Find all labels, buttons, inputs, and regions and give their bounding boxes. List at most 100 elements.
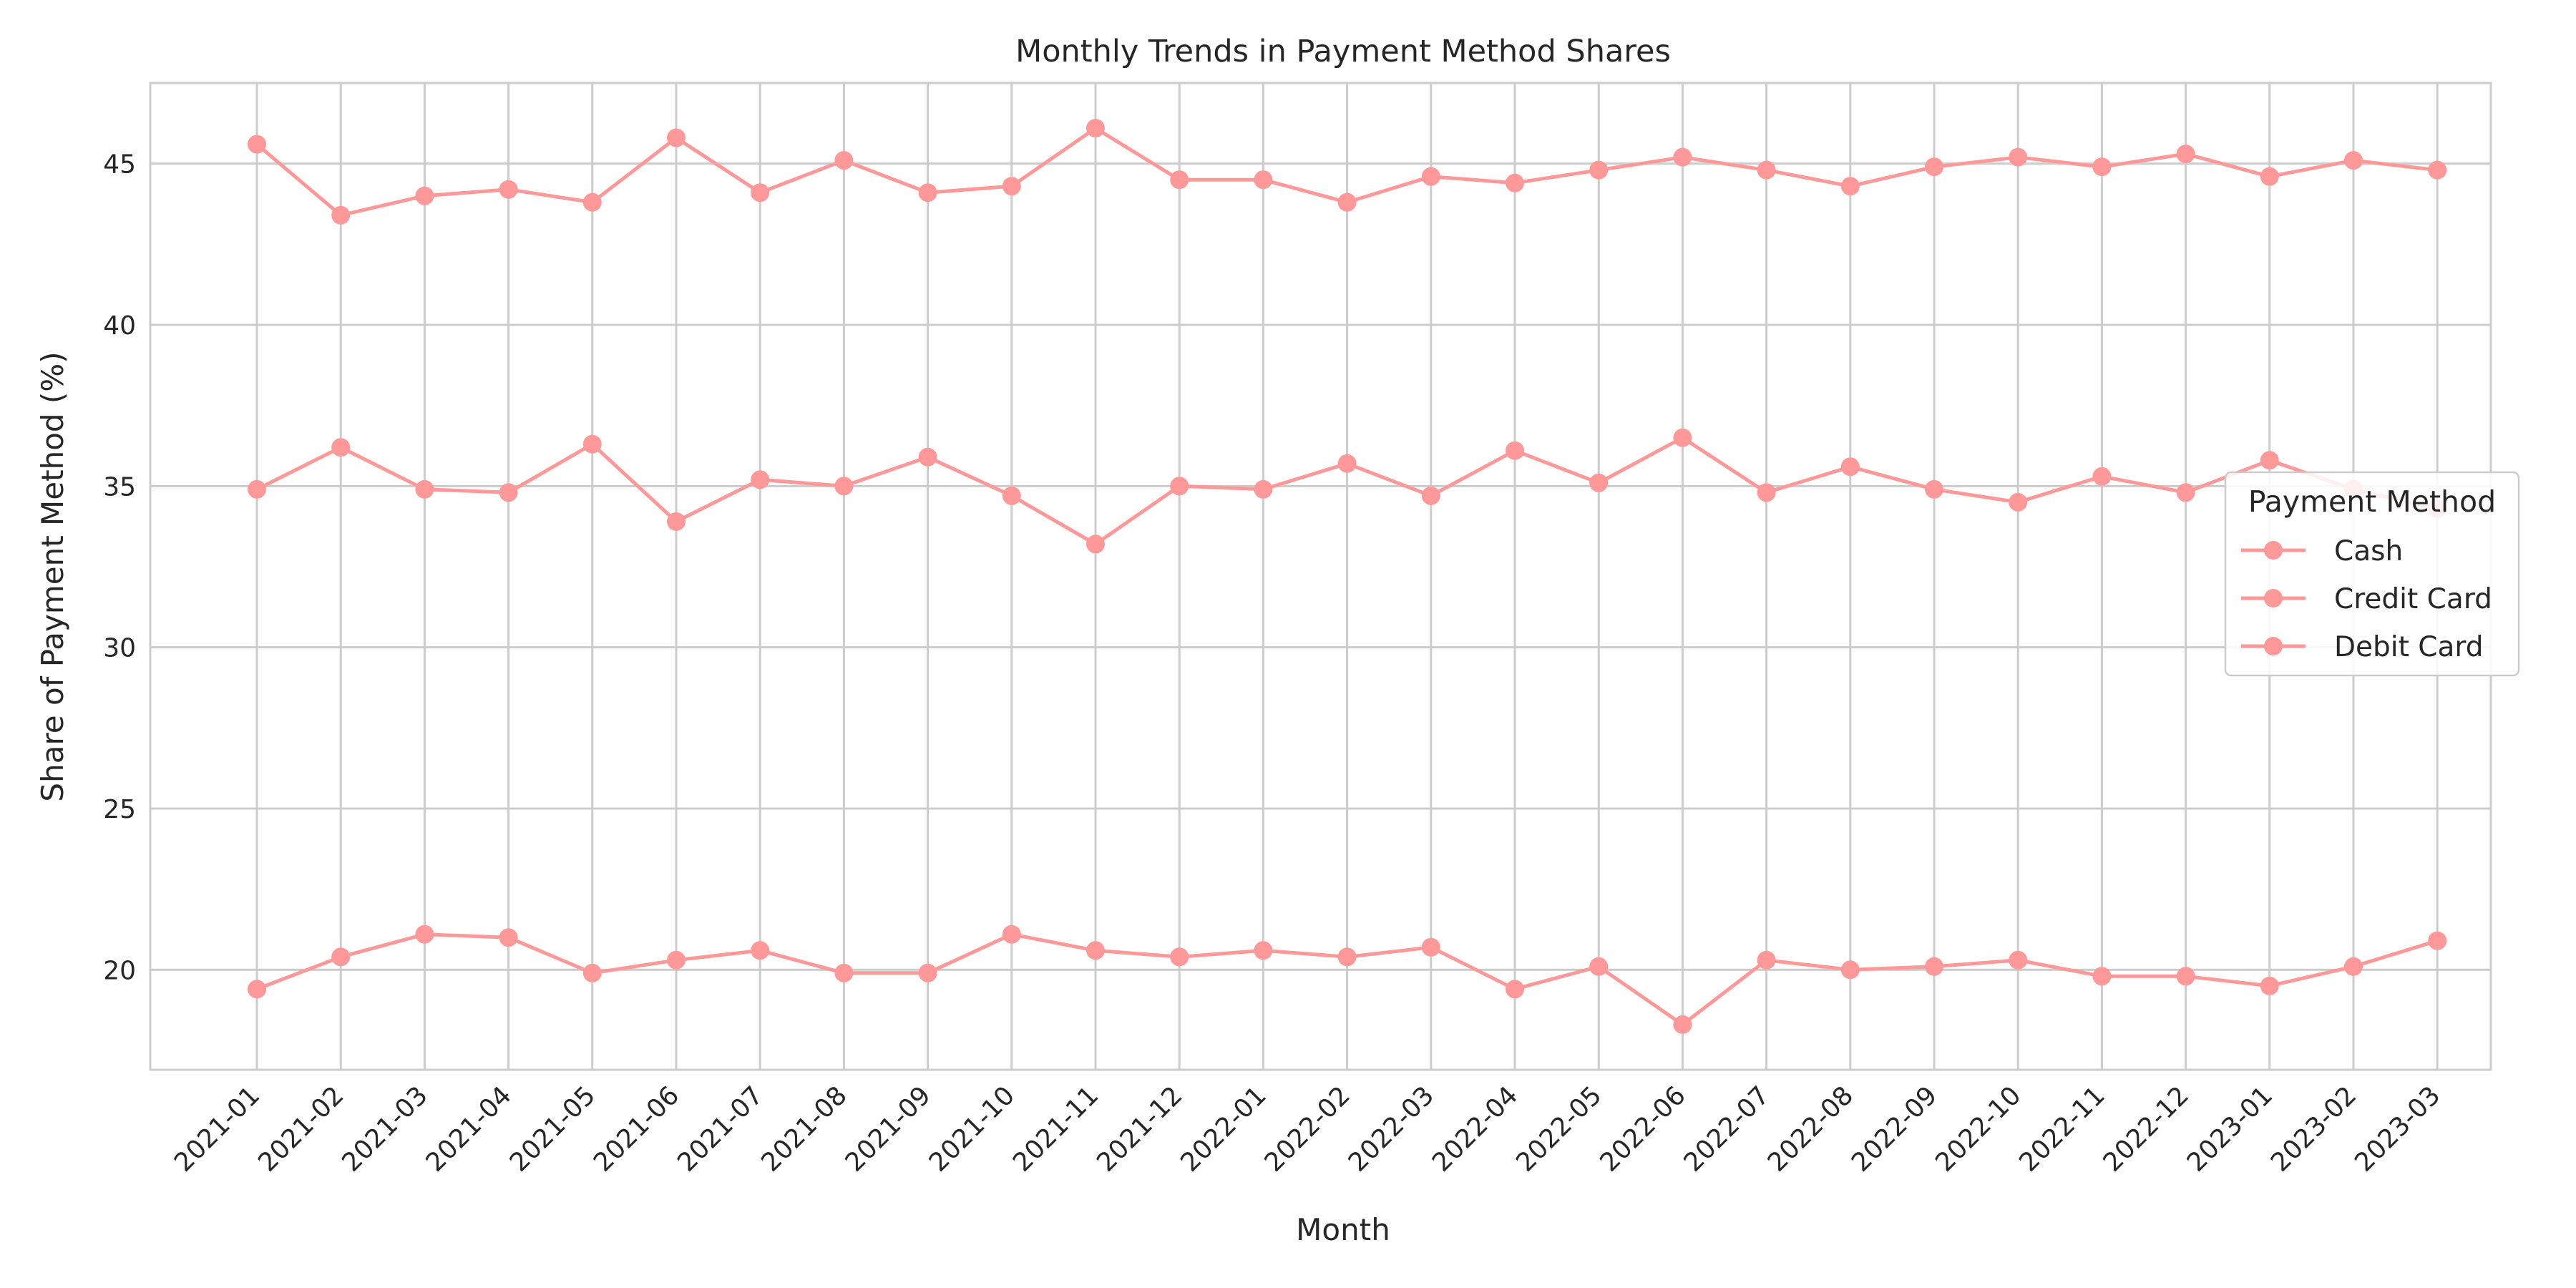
data-point [918, 183, 937, 203]
data-point [667, 950, 686, 970]
data-point [1002, 486, 1021, 505]
data-point [1589, 160, 1609, 180]
data-point [918, 447, 937, 467]
data-point [1170, 947, 1189, 967]
data-point [415, 186, 434, 205]
x-axis-title: Month [1296, 1212, 1390, 1247]
data-point [1673, 147, 1692, 167]
data-point [1757, 483, 1776, 502]
legend-marker [2264, 541, 2283, 560]
data-point [751, 941, 770, 960]
legend-entry: Debit Card [2241, 631, 2484, 663]
data-point [1337, 454, 1357, 473]
data-point [667, 128, 686, 147]
data-point [2176, 483, 2195, 502]
data-point [2260, 167, 2279, 186]
y-tick-label: 35 [103, 472, 136, 502]
legend-box [2224, 471, 2520, 677]
data-point [1673, 428, 1692, 447]
data-point [751, 183, 770, 203]
data-point [2009, 950, 2028, 970]
data-point [2428, 160, 2447, 180]
data-point [1506, 980, 1524, 999]
legend-label: Cash [2334, 535, 2403, 567]
data-point [1086, 535, 1105, 554]
data-point [499, 928, 518, 947]
legend-entry: Credit Card [2241, 583, 2492, 615]
data-point [2092, 467, 2112, 486]
data-point [1506, 173, 1524, 192]
data-point [582, 434, 602, 454]
legend-entry: Cash [2241, 535, 2403, 567]
data-point [1589, 473, 1609, 492]
data-point [1254, 479, 1273, 499]
data-point [667, 512, 686, 531]
data-point [499, 180, 518, 199]
legend-label: Credit Card [2334, 583, 2492, 615]
data-point [248, 980, 266, 999]
data-point [834, 151, 854, 170]
data-point [1925, 957, 1943, 976]
data-point [1254, 941, 1273, 960]
data-point [2260, 451, 2279, 470]
y-tick-label: 40 [103, 311, 136, 341]
data-point [415, 924, 434, 944]
y-tick-label: 20 [103, 956, 136, 985]
data-point [1002, 924, 1021, 944]
data-point [331, 205, 351, 225]
data-point [2009, 147, 2028, 167]
data-point [1421, 486, 1440, 505]
chart-title: Monthly Trends in Payment Method Shares [1015, 34, 1671, 69]
data-point [751, 470, 770, 489]
data-point [1925, 479, 1943, 499]
data-point [248, 479, 266, 499]
series-cash [248, 119, 2447, 225]
data-point [1086, 119, 1105, 138]
y-tick-label: 30 [103, 634, 136, 663]
data-point [834, 963, 854, 982]
legend-entries: Cash Credit Card Debit Card [2241, 535, 2492, 663]
data-point [918, 963, 937, 982]
legend-label: Debit Card [2334, 631, 2484, 663]
data-point [1840, 960, 1860, 980]
data-point [1840, 177, 1860, 196]
data-point [1170, 170, 1189, 190]
data-point [2344, 151, 2363, 170]
y-axis-title: Share of Payment Method (%) [35, 351, 70, 801]
data-point [1337, 947, 1357, 967]
data-point [2092, 967, 2112, 986]
y-tick-label: 45 [103, 150, 136, 180]
data-point [2092, 157, 2112, 177]
data-point [582, 963, 602, 982]
data-point [2009, 492, 2028, 512]
data-point [2344, 957, 2363, 976]
data-point [2428, 931, 2447, 950]
data-point [1421, 167, 1440, 186]
data-point [1757, 950, 1776, 970]
data-point [1589, 957, 1609, 976]
data-point [331, 947, 351, 967]
data-point [582, 192, 602, 212]
data-point [331, 438, 351, 457]
data-point [499, 483, 518, 502]
data-point [834, 477, 854, 496]
legend-marker [2264, 637, 2283, 655]
legend-marker [2264, 589, 2283, 608]
data-point [2260, 976, 2279, 995]
data-point [1170, 477, 1189, 496]
y-tick-label: 25 [103, 795, 136, 824]
data-point [2176, 967, 2195, 986]
data-point [1925, 157, 1943, 177]
data-point [248, 135, 266, 154]
series-debit-card [248, 924, 2447, 1034]
legend: Payment Method Cash Credit Card Debit Card [2224, 471, 2520, 677]
data-point [1086, 941, 1105, 960]
data-point [1337, 192, 1357, 212]
legend-title: Payment Method [2248, 484, 2496, 519]
data-point [2176, 145, 2195, 164]
data-point [1673, 1015, 1692, 1034]
data-point [1254, 170, 1273, 190]
data-point [1840, 457, 1860, 477]
data-point [415, 479, 434, 499]
